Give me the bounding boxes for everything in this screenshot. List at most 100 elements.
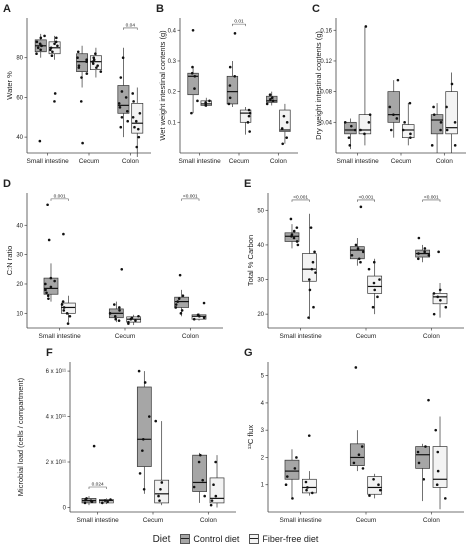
data-point bbox=[159, 487, 162, 491]
box-iqr bbox=[349, 443, 365, 466]
p-value-label: 0.01 bbox=[234, 19, 244, 25]
data-point bbox=[417, 461, 421, 465]
data-point bbox=[190, 71, 194, 75]
y-axis-label: Total % Carbon bbox=[246, 235, 255, 286]
data-point bbox=[35, 52, 38, 56]
data-point bbox=[293, 467, 297, 470]
data-point bbox=[354, 243, 358, 247]
box-iqr bbox=[279, 109, 291, 132]
box-iqr bbox=[415, 446, 431, 469]
data-point bbox=[228, 65, 232, 69]
data-point bbox=[354, 366, 358, 369]
x-tick-label: Cecum bbox=[391, 158, 412, 165]
y-tick-label: 80 bbox=[16, 56, 23, 62]
data-point bbox=[55, 36, 58, 40]
box-iqr bbox=[432, 293, 448, 305]
data-point bbox=[142, 487, 146, 491]
y-axis-label: ¹³C flux bbox=[246, 425, 255, 449]
data-point bbox=[432, 292, 436, 295]
significance-bracket bbox=[88, 486, 107, 489]
data-point bbox=[174, 306, 178, 309]
data-point bbox=[95, 66, 98, 69]
y-tick-label: 10 bbox=[16, 311, 23, 317]
data-point bbox=[284, 483, 288, 487]
panel-letter: F bbox=[46, 347, 53, 359]
box-control bbox=[108, 268, 124, 323]
data-point bbox=[280, 127, 284, 130]
data-point bbox=[51, 50, 54, 54]
data-point bbox=[138, 472, 142, 475]
box-iqr bbox=[136, 386, 152, 467]
x-tick-label: Cecum bbox=[79, 158, 100, 165]
x-tick-label: Small intestine bbox=[27, 158, 70, 165]
p-value-label: <0.001 bbox=[293, 194, 308, 200]
significance-bracket bbox=[181, 198, 200, 201]
data-point bbox=[85, 58, 88, 61]
significance-bracket bbox=[50, 198, 69, 201]
x-tick-label: Cecum bbox=[356, 517, 377, 524]
data-point bbox=[136, 127, 140, 131]
box-iqr bbox=[89, 55, 102, 70]
data-point bbox=[359, 128, 362, 132]
data-point bbox=[314, 271, 317, 274]
y-axis-label: Dry weight intestinal contents (g) bbox=[314, 31, 323, 140]
box-fiber-free bbox=[279, 103, 291, 146]
data-point bbox=[61, 300, 65, 303]
x-tick-label: Colon bbox=[436, 158, 453, 165]
data-point bbox=[85, 72, 89, 75]
data-point bbox=[193, 74, 197, 78]
data-point bbox=[373, 288, 377, 292]
data-point bbox=[417, 252, 420, 255]
data-point bbox=[268, 93, 272, 97]
significance-bracket bbox=[123, 27, 138, 30]
data-point bbox=[285, 475, 289, 478]
data-point bbox=[353, 128, 357, 132]
data-point bbox=[305, 488, 308, 492]
p-value-label: 0.024 bbox=[92, 482, 104, 488]
box-control bbox=[430, 103, 444, 153]
box-control bbox=[81, 444, 97, 506]
data-point bbox=[192, 485, 196, 489]
x-tick-label: Small intestine bbox=[39, 333, 82, 340]
box-fiber-free bbox=[445, 72, 458, 153]
data-point bbox=[436, 295, 439, 299]
data-point bbox=[208, 99, 211, 103]
y-axis-label: Microbial load (cells / compartment) bbox=[16, 377, 25, 496]
data-point bbox=[436, 450, 440, 454]
data-point bbox=[47, 297, 50, 300]
data-point bbox=[91, 62, 95, 65]
data-point bbox=[83, 501, 87, 505]
data-point bbox=[307, 434, 311, 437]
data-point bbox=[372, 260, 376, 264]
box-iqr bbox=[266, 95, 278, 103]
data-point bbox=[348, 144, 352, 147]
data-point bbox=[196, 313, 200, 317]
data-point bbox=[62, 306, 66, 309]
data-point bbox=[109, 498, 112, 501]
data-point bbox=[36, 46, 40, 50]
data-point bbox=[60, 303, 64, 306]
x-tick-label: Small intestine bbox=[280, 517, 323, 524]
data-point bbox=[99, 70, 103, 73]
data-point bbox=[126, 119, 129, 123]
x-tick-label: Colon bbox=[182, 333, 199, 340]
box-fiber-free bbox=[89, 47, 103, 78]
data-point bbox=[56, 44, 59, 48]
data-point bbox=[372, 477, 375, 481]
data-point bbox=[62, 309, 66, 312]
data-point bbox=[282, 114, 286, 118]
box-iqr bbox=[445, 91, 458, 135]
panel-e: E Total % Carbon 20 30 40 50 Small intestine Ce… bbox=[244, 178, 464, 340]
data-point bbox=[289, 217, 293, 221]
data-point bbox=[118, 309, 121, 312]
box-iqr bbox=[301, 253, 317, 282]
data-point bbox=[295, 226, 299, 229]
data-point bbox=[291, 497, 294, 500]
y-tick-label: 4 x 10¹¹ bbox=[46, 415, 66, 421]
legend-title: Diet bbox=[152, 533, 171, 545]
data-point bbox=[212, 483, 215, 487]
data-point bbox=[50, 54, 54, 58]
y-tick-label: 1 bbox=[261, 483, 265, 489]
data-point bbox=[439, 128, 442, 132]
data-point bbox=[96, 64, 99, 67]
